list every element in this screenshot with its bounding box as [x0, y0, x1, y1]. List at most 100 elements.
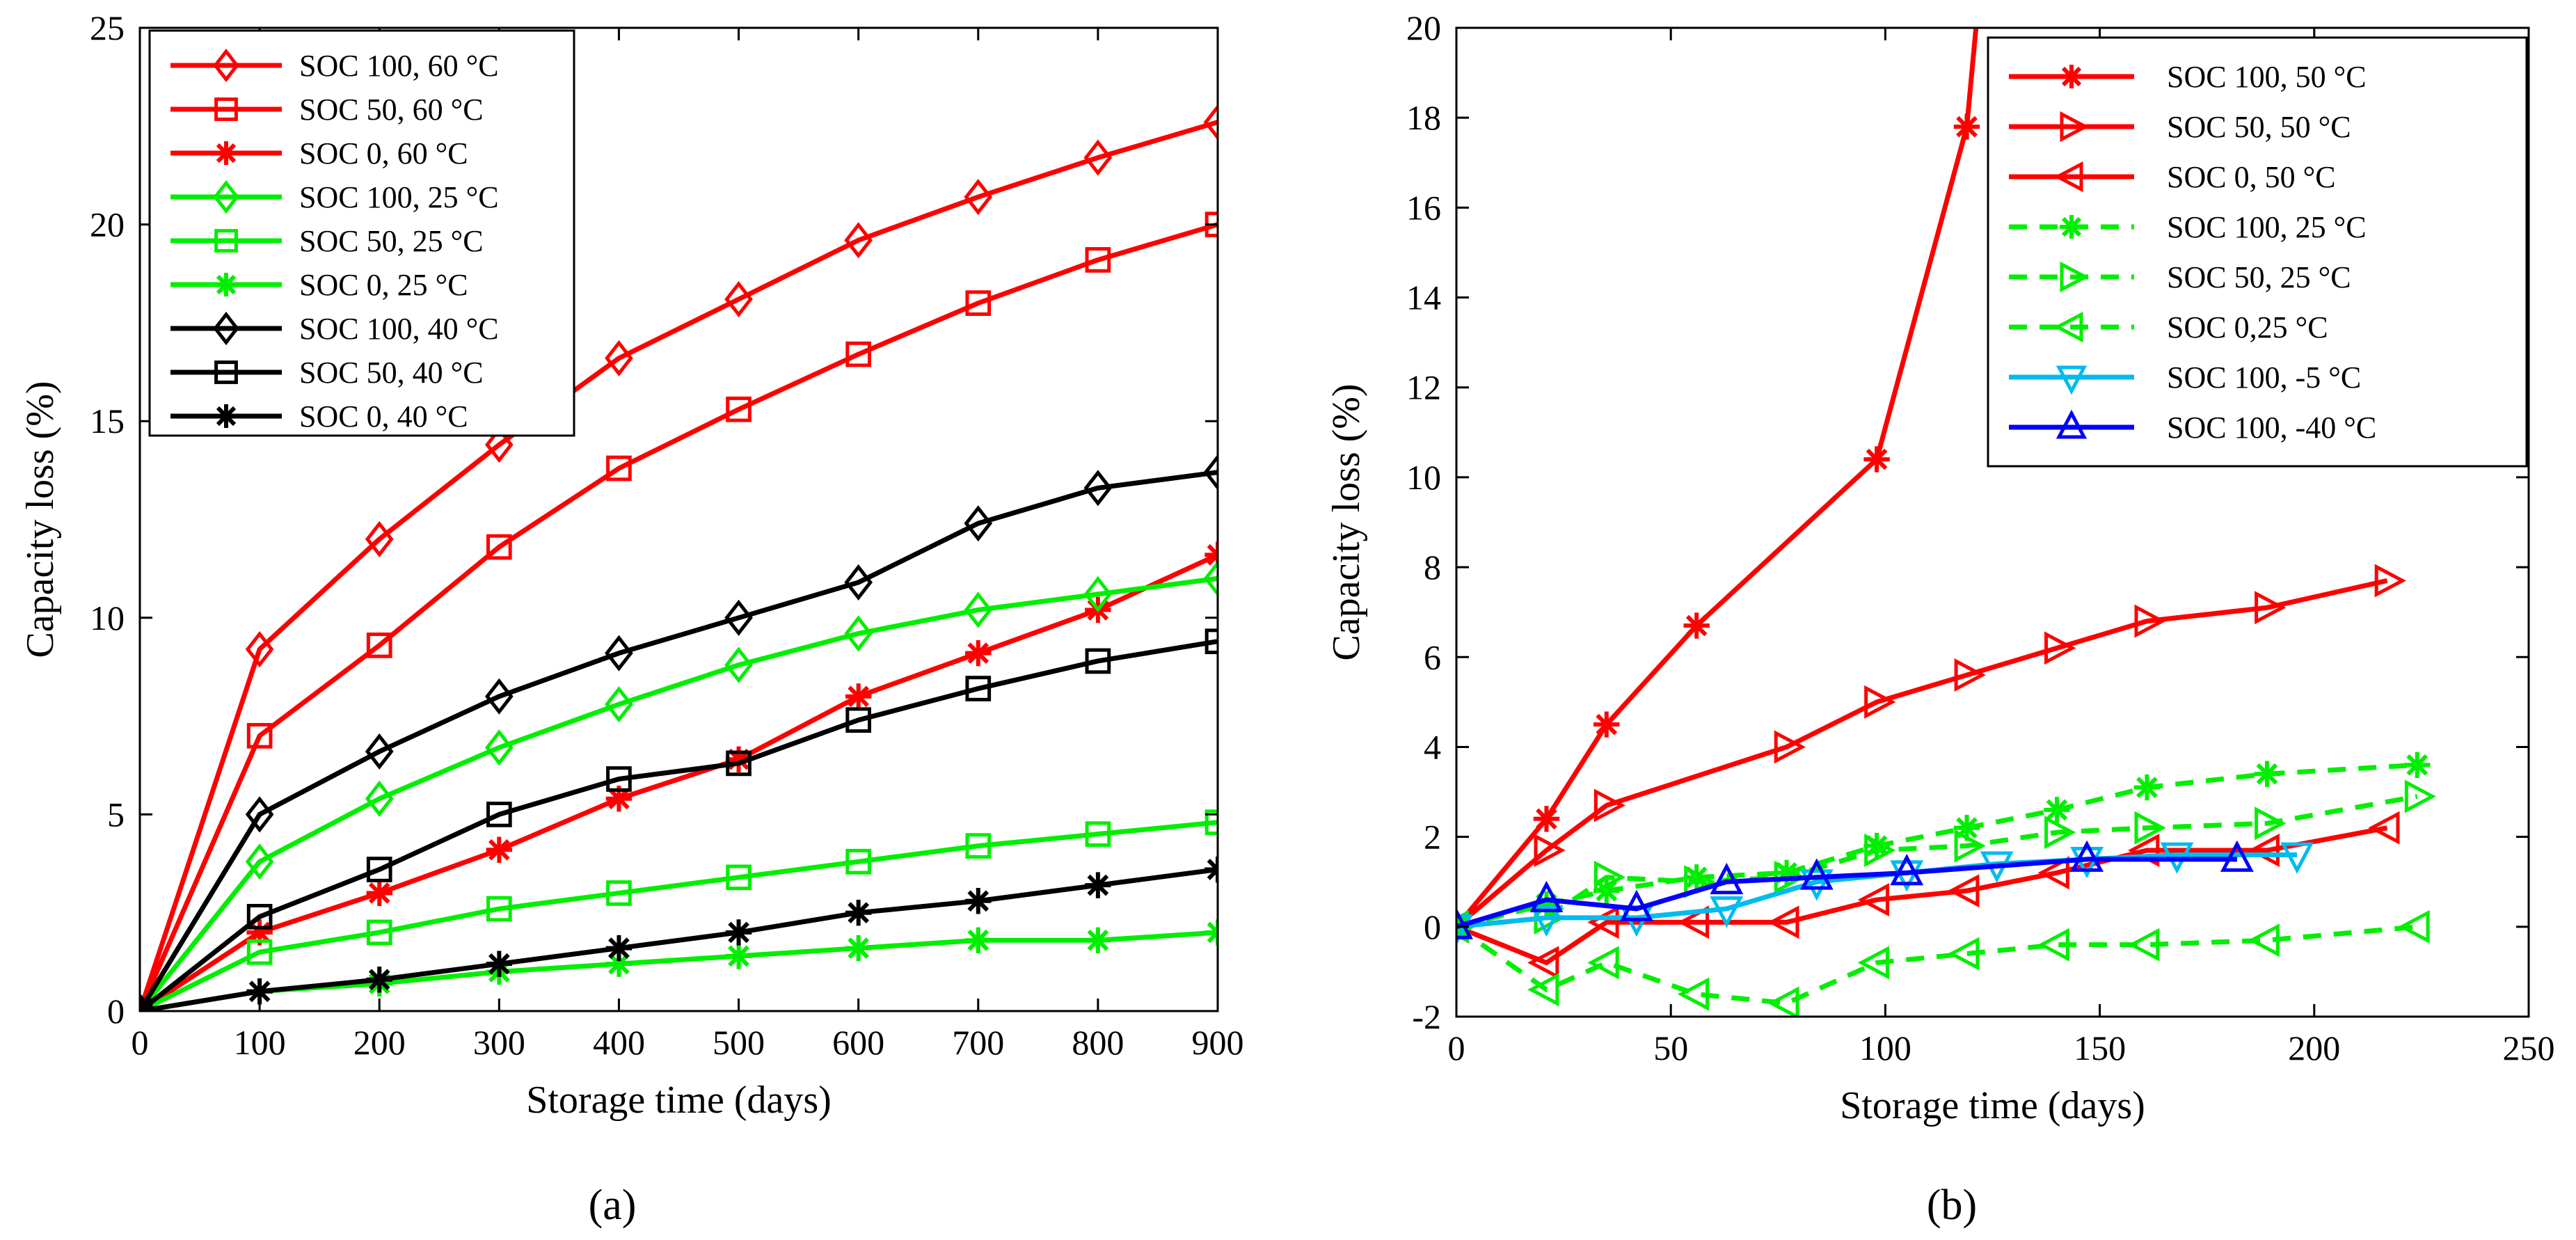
- chart-a-data-point: [726, 864, 752, 891]
- chart-a-data-point: [726, 396, 752, 422]
- chart-a-data-point: [1204, 628, 1218, 655]
- chart-a-legend-label: SOC 0, 25 °C: [299, 268, 468, 302]
- chart-b-data-point: [1773, 859, 1800, 887]
- chart-b-legend-marker: [2056, 409, 2088, 439]
- chart-b-data-point: [1456, 916, 1476, 937]
- chart-a-legend-item: SOC 0, 60 °C: [170, 136, 468, 170]
- chart-b-series-line: [1456, 857, 2237, 930]
- chart-a-x-tick-label: 400: [593, 1023, 645, 1062]
- chart-a-data-point: [245, 796, 274, 833]
- chart-a-series-line: [140, 820, 1218, 1011]
- chart-b-y-tick-label: 18: [1406, 98, 1441, 137]
- chart-a-legend-label: SOC 0, 60 °C: [299, 136, 468, 170]
- chart-b-y-tick-label: 8: [1424, 548, 1441, 587]
- chart-a-data-point: [366, 880, 392, 907]
- chart-a-legend-item: SOC 100, 40 °C: [170, 311, 499, 346]
- chart-a-legend-label: SOC 50, 25 °C: [299, 224, 484, 258]
- chart-b-data-point: [2134, 811, 2166, 845]
- chart-b-legend-label: SOC 100, -5 °C: [2167, 360, 2361, 395]
- chart-a-series-line: [140, 575, 1218, 1011]
- chart-a: 0 100 200 300 400 500 600 700 800 900 0 5 10 15 20 25 S…: [19, 8, 1244, 1229]
- chart-a-data-point: [485, 729, 514, 766]
- chart-b-y-tick-label: 14: [1406, 278, 1441, 317]
- chart-a-data-point: [725, 746, 752, 772]
- chart-b-data-point: [1677, 905, 1710, 939]
- chart-a-data-point: [1204, 809, 1218, 836]
- chart-a-data-point: [366, 919, 392, 946]
- chart-b-series-line: [1456, 924, 2418, 1006]
- chart-b-legend-label: SOC 100, 50 °C: [2167, 60, 2367, 94]
- chart-a-series-line: [140, 867, 1218, 1011]
- chart-b-data-point: [1857, 946, 1889, 980]
- chart-b-data-point: [2220, 840, 2254, 872]
- chart-b-data-point: [1456, 914, 1473, 946]
- chart-a-data-point: [605, 635, 633, 671]
- chart-a-legend-label: SOC 100, 40 °C: [299, 312, 499, 346]
- chart-a-data-point: [725, 943, 752, 969]
- chart-b-legend-marker: [2060, 65, 2083, 88]
- chart-b-data-point: [2044, 631, 2076, 665]
- chart-a-data-point: [606, 455, 632, 482]
- chart-a-legend-item: SOC 0, 40 °C: [170, 399, 468, 434]
- chart-a-y-tick-label: 10: [90, 598, 125, 637]
- chart-a-legend-label: SOC 0, 40 °C: [299, 399, 468, 434]
- chart-b-data-point: [2044, 797, 2070, 823]
- chart-b-y-tick-label: 0: [1424, 907, 1441, 946]
- chart-a-data-point: [1083, 575, 1113, 612]
- chart-a-data-point: [605, 786, 633, 812]
- chart-a-legend-item: SOC 50, 25 °C: [170, 224, 484, 258]
- chart-a-legend-label: SOC 50, 60 °C: [299, 93, 484, 127]
- chart-a-legend-marker: [214, 229, 238, 253]
- chart-a-data-point: [606, 880, 632, 906]
- chart-b-legend-item: SOC 50, 25 °C: [2009, 260, 2351, 294]
- chart-b-data-point: [2248, 923, 2280, 957]
- chart-a-data-point: [366, 857, 392, 882]
- chart-b-legend-item: SOC 50, 50 °C: [2009, 110, 2351, 144]
- chart-a-legend: SOC 100, 60 °C SOC 50, 60 °C SOC 0, 60 °C S…: [148, 29, 575, 437]
- chart-b-x-tick-label: 50: [1653, 1028, 1688, 1067]
- chart-a-x-tick-label: 0: [132, 1023, 149, 1062]
- chart-a-data-point: [606, 766, 632, 792]
- chart-b-x-tick-label: 0: [1448, 1028, 1465, 1067]
- chart-b-data-point: [1710, 896, 1744, 928]
- chart-a-data-point: [964, 178, 993, 216]
- chart-b-legend-label: SOC 100, 25 °C: [2167, 210, 2367, 244]
- chart-b-data-point: [1799, 869, 1834, 901]
- chart-a-legend-item: SOC 100, 25 °C: [170, 180, 499, 214]
- chart-a-legend-marker: [214, 360, 238, 384]
- chart-b-data-point: [1527, 973, 1559, 1007]
- chart-b-legend-marker: [2056, 365, 2088, 395]
- chart-a-data-point: [486, 951, 513, 977]
- chart-b-data-point: [2255, 591, 2287, 625]
- chart-b-data-point: [1954, 829, 1986, 863]
- chart-b-data-point: [1527, 946, 1559, 980]
- chart-b-legend-marker: [2060, 261, 2090, 293]
- chart-a-legend-marker: [214, 97, 238, 121]
- chart-b-data-point: [2037, 928, 2069, 962]
- chart-a-data-point: [365, 780, 394, 817]
- chart-b-data-point: [2255, 806, 2287, 841]
- chart-a-data-point: [486, 534, 512, 560]
- chart-b-legend-marker: [2053, 161, 2083, 193]
- chart-b-y-tick-label: -2: [1412, 997, 1441, 1036]
- chart-b-legend: SOC 100, 50 °C SOC 50, 50 °C SOC 0, 50 °C S…: [1987, 36, 2528, 468]
- chart-b-series-1: [1456, 564, 2406, 937]
- chart-b-legend-item: SOC 100, -5 °C: [2009, 360, 2361, 395]
- chart-a-ticks: 0 100 200 300 400 500 600 700 800 900 0 5 10 15 20 25: [90, 8, 1244, 1062]
- chart-b-legend-item: SOC 100, -40 °C: [2009, 409, 2376, 445]
- chart-b-legend-item: SOC 0,25 °C: [2009, 310, 2328, 344]
- chart-a-data-point: [246, 723, 273, 749]
- chart-a-series-2: [140, 541, 1218, 1011]
- chart-a-data-point: [1083, 139, 1113, 176]
- chart-a-legend-item: SOC 50, 60 °C: [170, 93, 484, 127]
- chart-a-data-point: [726, 750, 752, 777]
- chart-b-data-point: [2280, 842, 2314, 874]
- chart-b-y-tick-label: 20: [1406, 8, 1441, 47]
- chart-b-legend-label: SOC 50, 50 °C: [2167, 110, 2351, 144]
- chart-b-legend-label: SOC 0, 50 °C: [2167, 160, 2336, 194]
- chart-b-legend-marker: [2060, 215, 2083, 239]
- chart-a-data-point: [845, 848, 872, 875]
- chart-b-data-point: [1774, 730, 1806, 764]
